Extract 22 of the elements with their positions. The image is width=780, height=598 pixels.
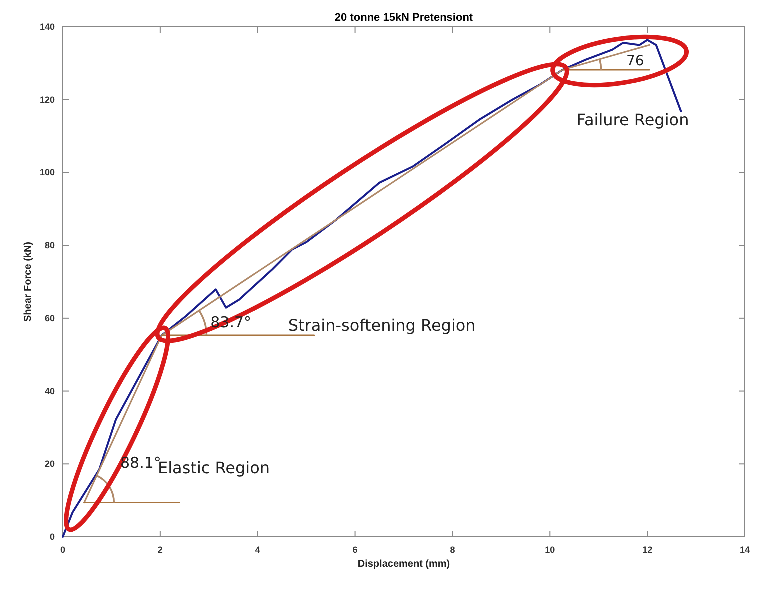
y-tick-label: 100: [40, 168, 55, 178]
y-tick-label: 20: [44, 459, 55, 470]
annotation: Strain-softening Region: [288, 316, 476, 336]
x-tick-label: 6: [352, 545, 358, 555]
y-tick-label: 0: [50, 532, 55, 542]
y-tick-label: 80: [44, 240, 55, 251]
y-tick-label: 60: [44, 313, 55, 324]
y-tick-label: 140: [40, 22, 55, 32]
y-tick-label: 40: [44, 386, 55, 396]
x-tick-label: 0: [60, 545, 66, 555]
x-tick-label: 12: [642, 545, 653, 555]
x-tick-label: 10: [545, 545, 556, 555]
x-tick-label: 4: [255, 545, 260, 555]
x-tick-label: 2: [158, 545, 163, 555]
x-axis-title: Displacement (mm): [358, 559, 450, 570]
annotation: 76: [626, 54, 644, 70]
y-axis-title: Shear Force (kN): [23, 242, 34, 322]
chart-title: 20 tonne 15kN Pretensiont: [334, 12, 474, 24]
annotation: Failure Region: [576, 110, 690, 130]
x-tick-label: 14: [740, 545, 750, 555]
x-tick-label: 8: [450, 545, 456, 555]
y-tick-label: 120: [40, 94, 55, 105]
